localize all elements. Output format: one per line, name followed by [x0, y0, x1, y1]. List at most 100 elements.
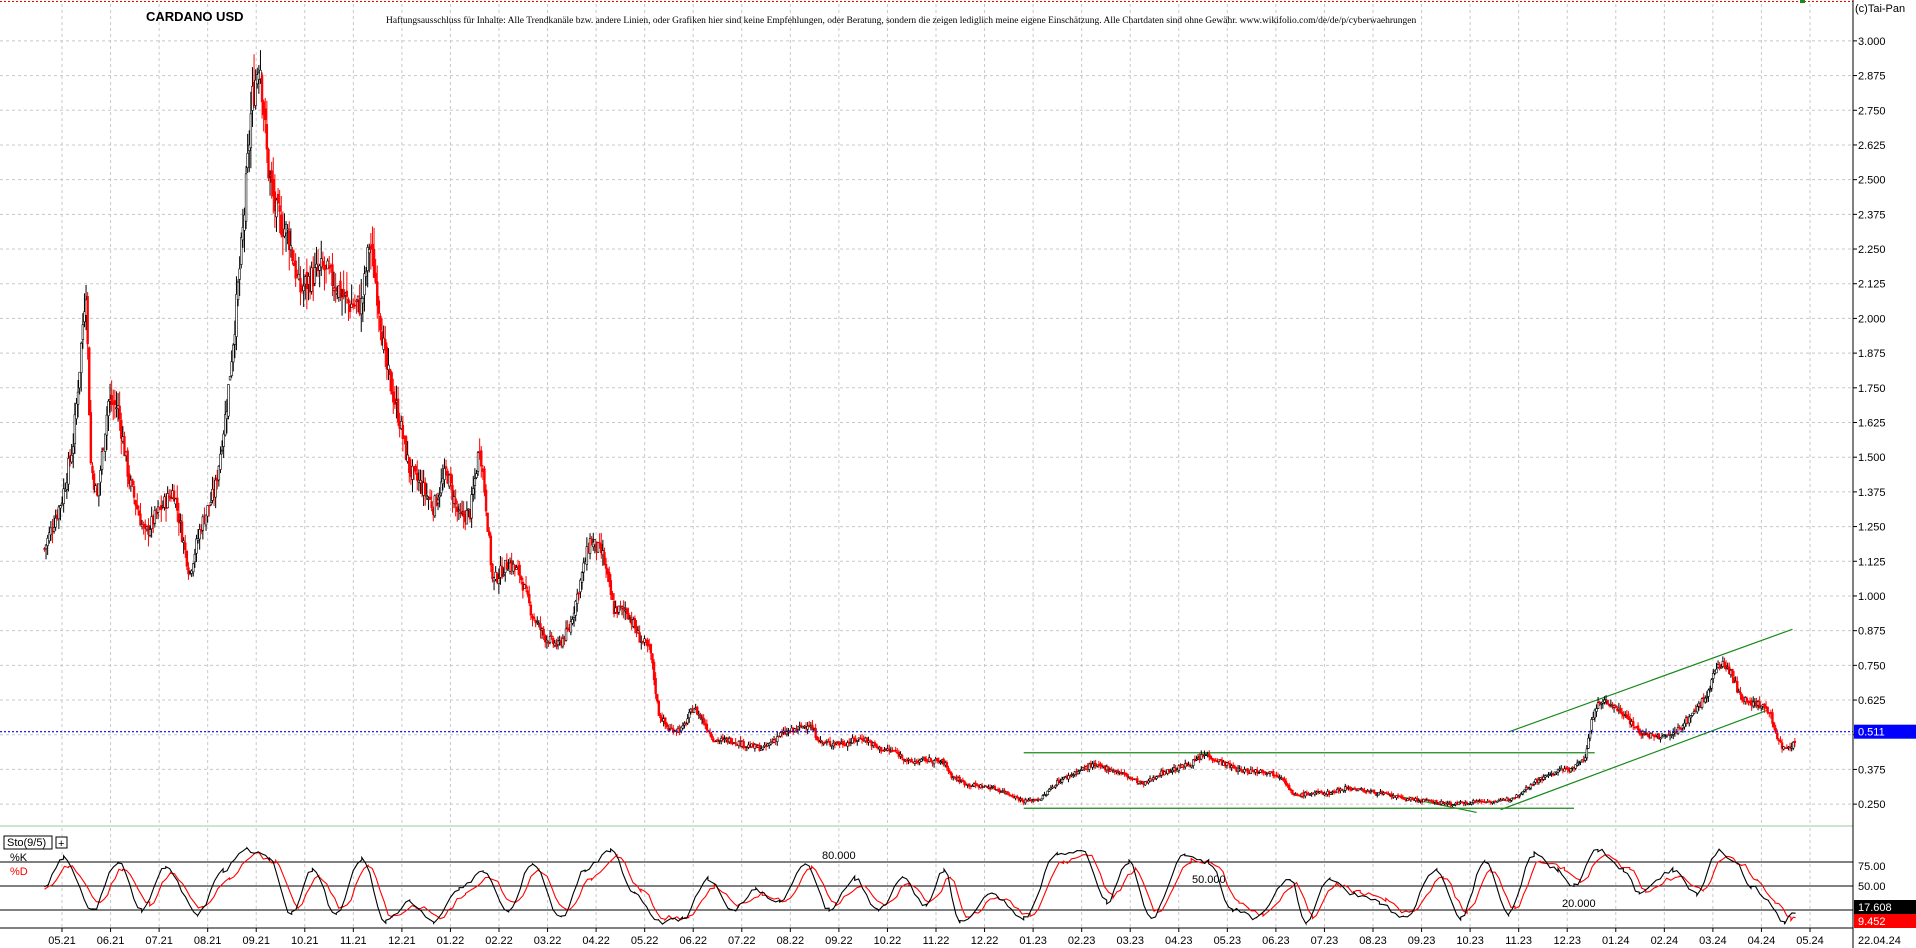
candle-body: [657, 700, 661, 716]
candle-body: [556, 640, 560, 646]
candle-body: [1542, 776, 1545, 780]
candle-body: [1510, 797, 1513, 801]
candle-body: [638, 632, 641, 643]
candle-body: [408, 456, 411, 473]
candle-body: [1232, 765, 1235, 768]
candle-body: [449, 473, 453, 484]
candle-body: [1233, 766, 1237, 769]
candle-body: [803, 725, 806, 728]
candle-body: [184, 542, 187, 551]
candle-body: [1281, 777, 1285, 781]
candle-body: [606, 568, 609, 575]
candle-body: [1249, 769, 1253, 774]
candle-body: [1732, 677, 1736, 683]
stochastic-y-tick-label: 50.00: [1858, 881, 1886, 893]
candle-body: [371, 243, 374, 250]
x-tick-label: 01.24: [1602, 935, 1630, 947]
candle-body: [1441, 801, 1445, 804]
y-tick-label: 1.000: [1858, 591, 1886, 603]
candle-body: [180, 521, 184, 543]
candle-body: [580, 572, 584, 583]
candle-body: [502, 574, 505, 576]
candle-body: [846, 742, 849, 747]
candle-body: [1689, 715, 1693, 719]
candle-body: [963, 780, 966, 785]
candle-body: [627, 613, 630, 620]
candle-body: [692, 708, 696, 714]
candle-body: [168, 495, 171, 498]
candle-body: [476, 452, 480, 472]
candle-body: [854, 738, 857, 742]
candle-body: [1243, 769, 1246, 773]
candle-body: [331, 264, 334, 286]
candle-body: [62, 488, 65, 504]
candle-body: [1016, 796, 1019, 799]
candle-body: [249, 113, 253, 149]
candle-body: [1283, 779, 1286, 782]
candle-body: [486, 512, 489, 532]
candle-body: [1704, 697, 1707, 703]
candle-body: [929, 758, 933, 762]
candle-body: [985, 785, 989, 788]
candle-body: [214, 479, 217, 498]
candle-body: [1649, 733, 1653, 739]
candle-body: [622, 606, 625, 610]
candle-body: [78, 371, 81, 389]
candle-body: [603, 551, 606, 565]
candle-body: [137, 510, 141, 516]
candle-body: [379, 315, 382, 331]
candle-body: [1048, 788, 1051, 792]
y-tick-label: 2.750: [1858, 105, 1886, 117]
candle-body: [254, 79, 257, 106]
candle-body: [76, 391, 80, 405]
candle-body: [428, 496, 432, 500]
candle-body: [1340, 788, 1344, 791]
candle-body: [377, 300, 381, 314]
candle-body: [217, 466, 221, 481]
candle-body: [1644, 733, 1648, 735]
y-tick-label: 0.875: [1858, 626, 1886, 638]
x-tick-label: 05.21: [48, 935, 76, 947]
candle-body: [1416, 798, 1419, 802]
y-tick-label: 1.375: [1858, 487, 1886, 499]
stochastic-series: [0, 846, 1853, 926]
candle-body: [451, 484, 454, 501]
candle-body: [1614, 705, 1617, 709]
x-tick-label: 12.21: [388, 935, 416, 947]
candle-body: [92, 473, 96, 490]
legend-k: %K: [10, 852, 28, 864]
candle-body: [198, 529, 201, 540]
plus-icon: +: [58, 838, 64, 850]
candle-body: [328, 265, 331, 269]
candle-body: [515, 567, 518, 570]
candle-body: [1313, 791, 1317, 795]
candle-body: [353, 304, 357, 307]
candle-body: [1740, 694, 1744, 701]
candle-body: [1715, 668, 1718, 674]
candle-body: [1403, 798, 1406, 800]
candle-body: [923, 756, 926, 759]
candle-body: [462, 510, 465, 518]
indicator-expand-button[interactable]: [55, 836, 68, 849]
candle-body: [1625, 714, 1629, 718]
x-tick-label: 08.21: [194, 935, 222, 947]
candle-body: [1129, 777, 1133, 779]
candle-body: [542, 628, 545, 636]
candle-body: [915, 760, 918, 763]
k-value-badge: [1854, 900, 1916, 914]
candle-body: [936, 758, 939, 761]
candle-body: [505, 561, 509, 570]
candle-body: [608, 571, 611, 583]
candle-body: [75, 403, 78, 420]
candle-body: [1422, 799, 1425, 803]
candle-body: [1372, 789, 1376, 794]
candle-body: [136, 504, 139, 510]
x-tick-label: 03.23: [1116, 935, 1144, 947]
trendline-layer: [1023, 628, 1793, 814]
candle-body: [318, 265, 321, 271]
candlestick-series: [43, 50, 1797, 808]
candle-body: [785, 731, 789, 735]
candle-body: [1251, 769, 1254, 772]
candle-body: [222, 433, 225, 447]
candle-body: [313, 267, 317, 284]
